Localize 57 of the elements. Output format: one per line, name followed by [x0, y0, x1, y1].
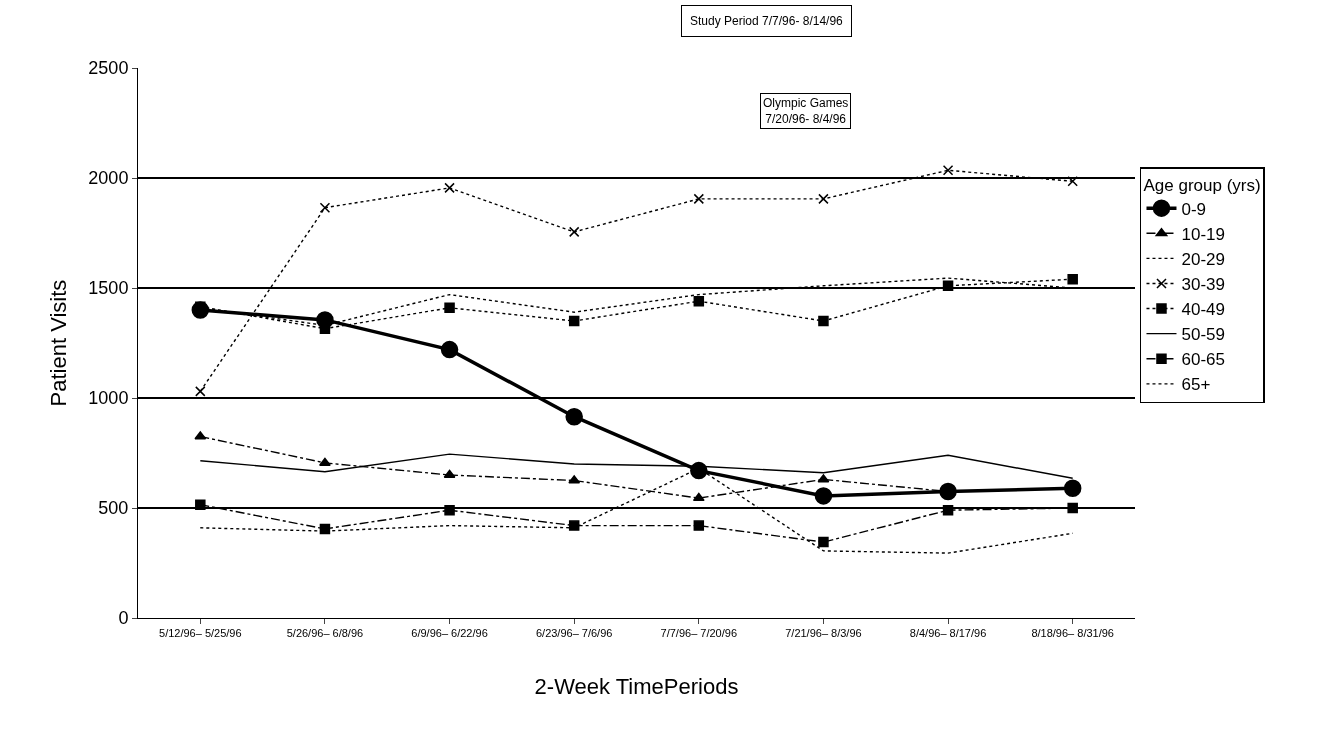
- legend-label: 30-39: [1181, 275, 1225, 295]
- point: [568, 226, 580, 238]
- y-tick-label: 0: [118, 608, 129, 629]
- point: [1063, 479, 1082, 497]
- point: [939, 482, 957, 501]
- point: [1067, 273, 1078, 285]
- x-tick-label: 8/18/96– 8/31/96: [1031, 627, 1114, 640]
- text: Study Period 7/7/96- 8/14/96: [690, 14, 844, 28]
- point: [568, 520, 580, 531]
- point: [942, 280, 954, 292]
- x-tick-label: 5/26/96– 6/8/96: [286, 627, 364, 640]
- point: [319, 202, 331, 213]
- point: [444, 302, 455, 314]
- point: [818, 315, 829, 327]
- point: [1067, 502, 1078, 514]
- point: [942, 504, 954, 516]
- point: [1067, 176, 1078, 187]
- y-tick-label: 1500: [88, 278, 129, 299]
- x-axis-title: 2-Week TimePeriods: [534, 674, 739, 700]
- point: [444, 504, 455, 516]
- point: [440, 340, 459, 359]
- legend-label: 10-19: [1181, 224, 1225, 244]
- legend-label: 65+: [1181, 375, 1211, 395]
- point: [693, 295, 705, 307]
- legend-label: 40-49: [1181, 300, 1225, 320]
- x-tick-label: 7/21/96– 8/3/96: [785, 627, 862, 640]
- legend-label: 20-29: [1181, 249, 1225, 269]
- x-tick-label: 6/23/96– 7/6/96: [535, 627, 613, 640]
- legend-label: 60-65: [1181, 350, 1225, 370]
- point: [814, 487, 833, 505]
- y-axis-title: Patient Visits: [46, 279, 72, 407]
- point: [818, 193, 829, 205]
- x-tick-label: 6/9/96– 6/22/96: [411, 627, 488, 640]
- x-tick-label: 7/7/96– 7/20/96: [660, 627, 738, 640]
- point: [693, 193, 705, 205]
- annotation: Olympic Games 7/20/96- 8/4/96: [763, 96, 849, 126]
- legend-title: Age group (yrs): [1143, 175, 1261, 195]
- point: [444, 182, 455, 194]
- point: [195, 499, 206, 510]
- legend-label: 0-9: [1181, 199, 1207, 219]
- x-tick-label: 5/12/96– 5/25/96: [159, 627, 242, 640]
- point: [568, 315, 580, 327]
- x-tick-label: 8/4/96– 8/17/96: [909, 627, 987, 640]
- y-tick-label: 2000: [88, 168, 129, 189]
- point: [191, 301, 210, 319]
- point: [565, 407, 583, 426]
- point: [692, 492, 705, 502]
- point: [818, 536, 829, 548]
- y-tick-label: 2500: [88, 58, 129, 79]
- y-tick-label: 1000: [88, 388, 129, 409]
- legend-label: 50-59: [1181, 325, 1225, 345]
- point: [690, 461, 708, 480]
- y-tick-label: 500: [98, 498, 129, 519]
- point: [195, 386, 206, 397]
- point: [942, 165, 954, 176]
- point: [693, 520, 705, 531]
- point: [316, 311, 334, 329]
